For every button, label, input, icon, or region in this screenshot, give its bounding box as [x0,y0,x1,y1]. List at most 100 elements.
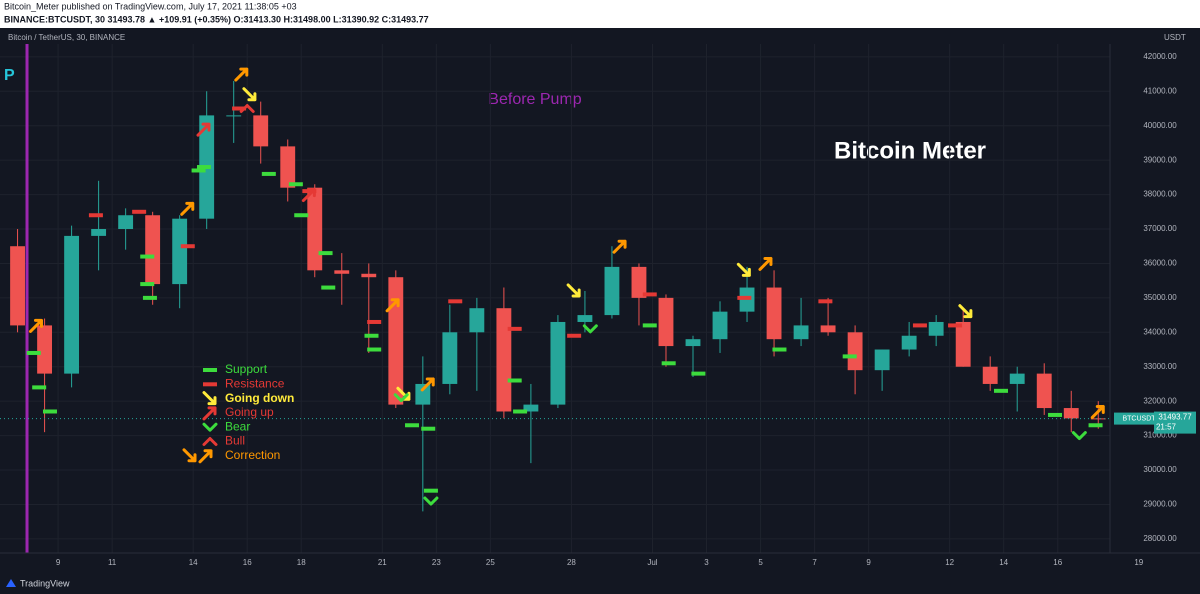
signal-chevron-down [393,393,409,403]
candle-body [388,277,404,405]
countdown: 21:57 [1156,423,1177,432]
time-axis: 9 11 14 16 18 21 23 25 28 Jul 3 5 7 9 12 14 16 19 [0,552,1200,567]
x-tick-label: Jul [647,558,657,567]
legend-icon [202,422,218,432]
candle-body [145,215,161,285]
signal-dash [772,347,787,352]
legend-icon [202,406,217,421]
signal-arrow-up [196,122,211,137]
signal-dash [288,182,303,187]
candle-body [982,366,998,384]
legend-icon [203,368,217,372]
candle-body [496,308,512,412]
signal-arrow-down [242,87,257,102]
signal-dash [367,347,382,352]
candle-body [955,321,971,367]
x-tick-label: 16 [1053,558,1062,567]
edge-label: P [4,67,15,84]
signal-dash [32,385,47,390]
header-band [0,0,1200,28]
legend-icon [203,382,217,387]
candle-body [91,229,107,236]
signal-dash [367,319,382,324]
signal-chevron-down [423,496,439,506]
header: Bitcoin_Meter published on TradingView.c… [4,1,297,11]
currency: USDT [1164,33,1186,42]
signals [26,67,1105,506]
legend-icon [202,437,218,446]
x-tick-label: 9 [866,558,871,567]
signal-dash [691,371,706,376]
signal-arrow-correction [234,67,249,82]
candle-body [793,325,809,340]
signal-dash [364,333,379,338]
signal-dash [232,106,247,111]
symbol-label: BTCUSDT [1122,415,1156,422]
last-price-label: 31493.77 [1158,413,1192,422]
signal-dash [642,292,657,297]
signal-dash [88,213,103,218]
candle-body [847,332,863,371]
signal-dash [26,350,41,355]
chart-title: Bitcoin / TetherUS, 30, BINANCE [8,33,125,42]
signal-dash [196,165,211,170]
x-tick-label: 25 [486,558,495,567]
candle-body [631,266,647,298]
y-tick-label: 29000.00 [1143,500,1177,509]
signal-dash [318,251,333,256]
x-tick-label: 18 [297,558,306,567]
candle-body [37,325,53,374]
candle-body [64,235,80,374]
signal-dash [142,295,157,300]
candle-body [10,246,25,326]
signal-arrow-correction [28,318,43,333]
candle-body [874,349,890,371]
legend-label: Support [225,362,268,376]
candle-body [523,404,539,412]
signal-arrow-down [566,283,581,298]
signal-dash [191,168,206,173]
price-axis-bg [1110,44,1200,553]
footer-logo [6,579,16,587]
candle-body [253,115,269,147]
signal-dash [948,323,963,328]
y-tick-label: 30000.00 [1143,465,1177,474]
legend-label: Correction [225,448,280,462]
signal-dash [737,295,752,300]
candle-body [550,321,566,405]
signal-dash [42,409,57,414]
signal-dash [507,378,522,383]
annotation-pump: Before Pump [488,91,581,108]
candle-body [280,146,296,188]
legend-label: Resistance [225,376,285,390]
candle-body [226,115,242,117]
candle-body [1009,373,1025,384]
last-price-tag [1154,411,1196,434]
candle-body [901,335,917,350]
signal-dash [140,254,155,259]
candle-body [469,308,485,333]
candles [10,80,1106,512]
candle-body [442,332,458,384]
y-tick-label: 32000.00 [1143,396,1177,405]
x-tick-label: 21 [378,558,387,567]
signal-dash [507,326,522,331]
y-tick-label: 40000.00 [1143,121,1177,130]
y-tick-label: 39000.00 [1143,155,1177,164]
legend-icon [182,448,197,463]
candle-body [172,218,188,285]
candle-body [820,325,836,333]
y-tick-label: 37000.00 [1143,224,1177,233]
signal-arrow-down [396,386,411,401]
signal-dash [912,323,927,328]
candle-body [577,315,593,322]
signal-arrow-correction [612,239,627,254]
candle-body [766,287,782,340]
candle-body [928,321,944,336]
signal-dash [1048,412,1063,417]
signal-dash [661,361,676,366]
signal-dash [423,488,438,493]
footer-band [0,572,1200,594]
